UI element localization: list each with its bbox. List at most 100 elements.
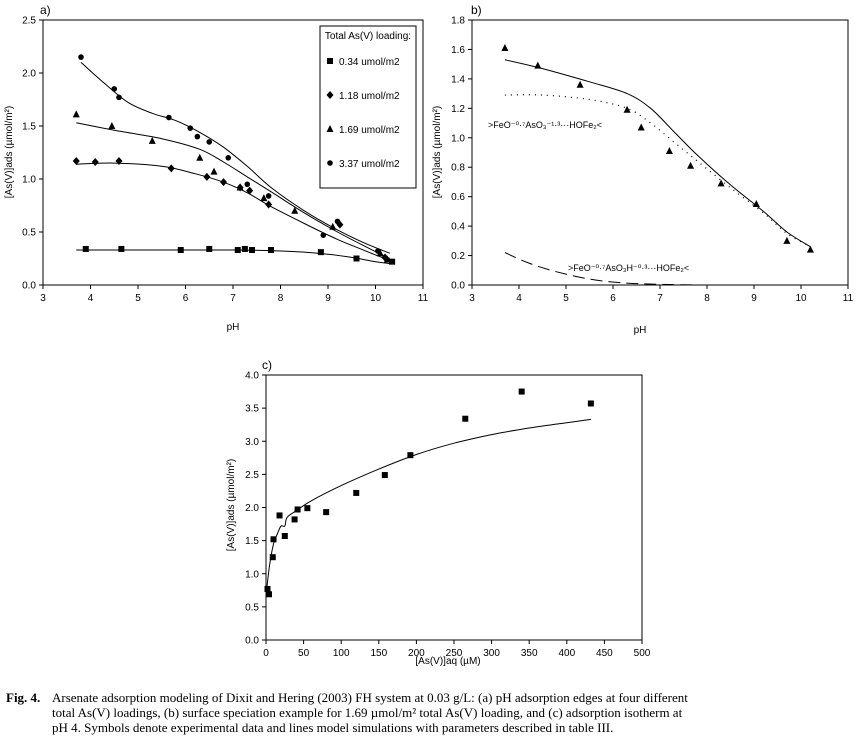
data-point (266, 591, 273, 598)
legend-entry: 3.37 umol/m2 (339, 159, 400, 170)
x-tick-label: 9 (325, 293, 331, 304)
data-point (246, 186, 254, 195)
data-point (260, 194, 268, 202)
x-axis-label: [As(V)]aq (µM) (415, 656, 480, 667)
legend-marker (326, 125, 334, 132)
y-tick-label: 0.0 (245, 636, 259, 647)
panel-label: a) (40, 3, 51, 17)
x-tick-label: 450 (596, 648, 613, 659)
y-tick-label: 4.0 (245, 371, 259, 382)
y-tick-label: 0.6 (451, 192, 465, 203)
x-tick-label: 3 (40, 293, 46, 304)
x-axis-label: pH (227, 322, 240, 333)
data-point (265, 193, 272, 199)
legend-box (319, 25, 417, 189)
x-tick-label: 6 (183, 293, 189, 304)
data-point (665, 147, 673, 155)
annotation-species-2: >FeO⁻⁰·⁷AsO₃H⁻⁰·³···HOFe₂< (568, 263, 689, 273)
data-point (265, 200, 273, 209)
data-point (177, 247, 184, 254)
x-tick-label: 0 (263, 648, 269, 659)
y-tick-label: 0.2 (451, 251, 465, 262)
x-tick-label: 7 (657, 293, 663, 304)
caption-line-1: Fig. 4. Arsenate adsorption modeling of D… (6, 690, 858, 705)
data-point (518, 388, 525, 395)
legend-entry: 1.69 umol/m2 (339, 125, 400, 136)
y-tick-label: 2.0 (245, 503, 259, 514)
y-tick-label: 0.0 (451, 281, 465, 292)
caption-line-3: pH 4. Symbols denote experimental data a… (52, 720, 614, 735)
data-point (806, 245, 814, 253)
legend: Total As(V) loading: 0.34 umol/m2 1.18 umo… (319, 25, 417, 189)
annotation-species-1: >FeO⁻⁰·⁷AsO₃⁻¹·³···HOFe₂< (488, 120, 602, 130)
data-point (167, 164, 175, 173)
data-point (270, 536, 277, 543)
data-point (281, 532, 288, 539)
y-tick-label: 1.6 (451, 45, 465, 56)
data-point (148, 136, 156, 144)
data-point (194, 133, 201, 140)
data-point (334, 218, 341, 225)
x-tick-label: 100 (333, 648, 350, 659)
x-tick-label: 400 (558, 648, 575, 659)
data-point (383, 255, 391, 263)
series-1 (76, 245, 396, 265)
y-tick-label: 0.5 (245, 602, 259, 613)
legend-title: Total As(V) loading: (325, 31, 411, 42)
data-point (294, 506, 301, 513)
species-1-dotted-line (504, 94, 811, 248)
y-tick-label: 3.5 (245, 404, 259, 415)
x-tick-label: 300 (483, 648, 500, 659)
x-tick-label: 4 (516, 293, 522, 304)
data-point (82, 245, 89, 252)
model-line (76, 122, 391, 259)
caption-line-2: total As(V) loadings, (b) surface specia… (52, 705, 683, 720)
data-point (244, 181, 251, 188)
species-2-dashed-line (504, 252, 811, 286)
x-tick-label: 11 (843, 293, 854, 304)
y-tick-label: 1.5 (245, 536, 259, 547)
y-axis-label: [As(V)]ads (µmol/m²) (432, 106, 443, 198)
y-tick-label: 3.0 (245, 437, 259, 448)
data-point (264, 585, 271, 592)
x-tick-label: 4 (88, 293, 94, 304)
data-point (220, 178, 227, 187)
data-point (637, 123, 645, 131)
data-point (717, 179, 725, 187)
x-tick-label: 11 (418, 293, 429, 304)
y-tick-label: 0.4 (451, 222, 465, 233)
data-point (108, 122, 116, 129)
figure-label: Fig. 4. (6, 690, 41, 705)
y-tick-label: 1.8 (451, 16, 465, 27)
legend-marker (327, 160, 333, 166)
data-point (72, 156, 80, 165)
data-point (534, 61, 542, 69)
legend-marker (326, 91, 334, 99)
data-point (118, 245, 125, 252)
series-1 (501, 43, 814, 286)
data-point (78, 54, 84, 60)
model-line (76, 162, 390, 262)
model-line (266, 418, 591, 589)
data-point (203, 172, 211, 181)
data-point (501, 43, 509, 51)
x-tick-label: 10 (795, 293, 807, 304)
data-point (587, 400, 594, 407)
data-point (269, 554, 276, 561)
data-point (576, 80, 584, 88)
model-line (76, 249, 393, 265)
data-point (116, 94, 122, 101)
data-point (249, 247, 255, 254)
plot-frame (265, 374, 643, 641)
x-tick-label: 8 (704, 293, 710, 304)
data-point (115, 156, 123, 165)
data-point (783, 236, 791, 244)
y-tick-label: 0.0 (22, 281, 36, 292)
y-tick-label: 1.0 (245, 569, 259, 580)
panel-label: b) (471, 3, 482, 17)
model-line (80, 62, 390, 254)
y-tick-label: 2.5 (22, 16, 36, 27)
x-tick-label: 5 (563, 293, 569, 304)
data-point (752, 200, 760, 208)
